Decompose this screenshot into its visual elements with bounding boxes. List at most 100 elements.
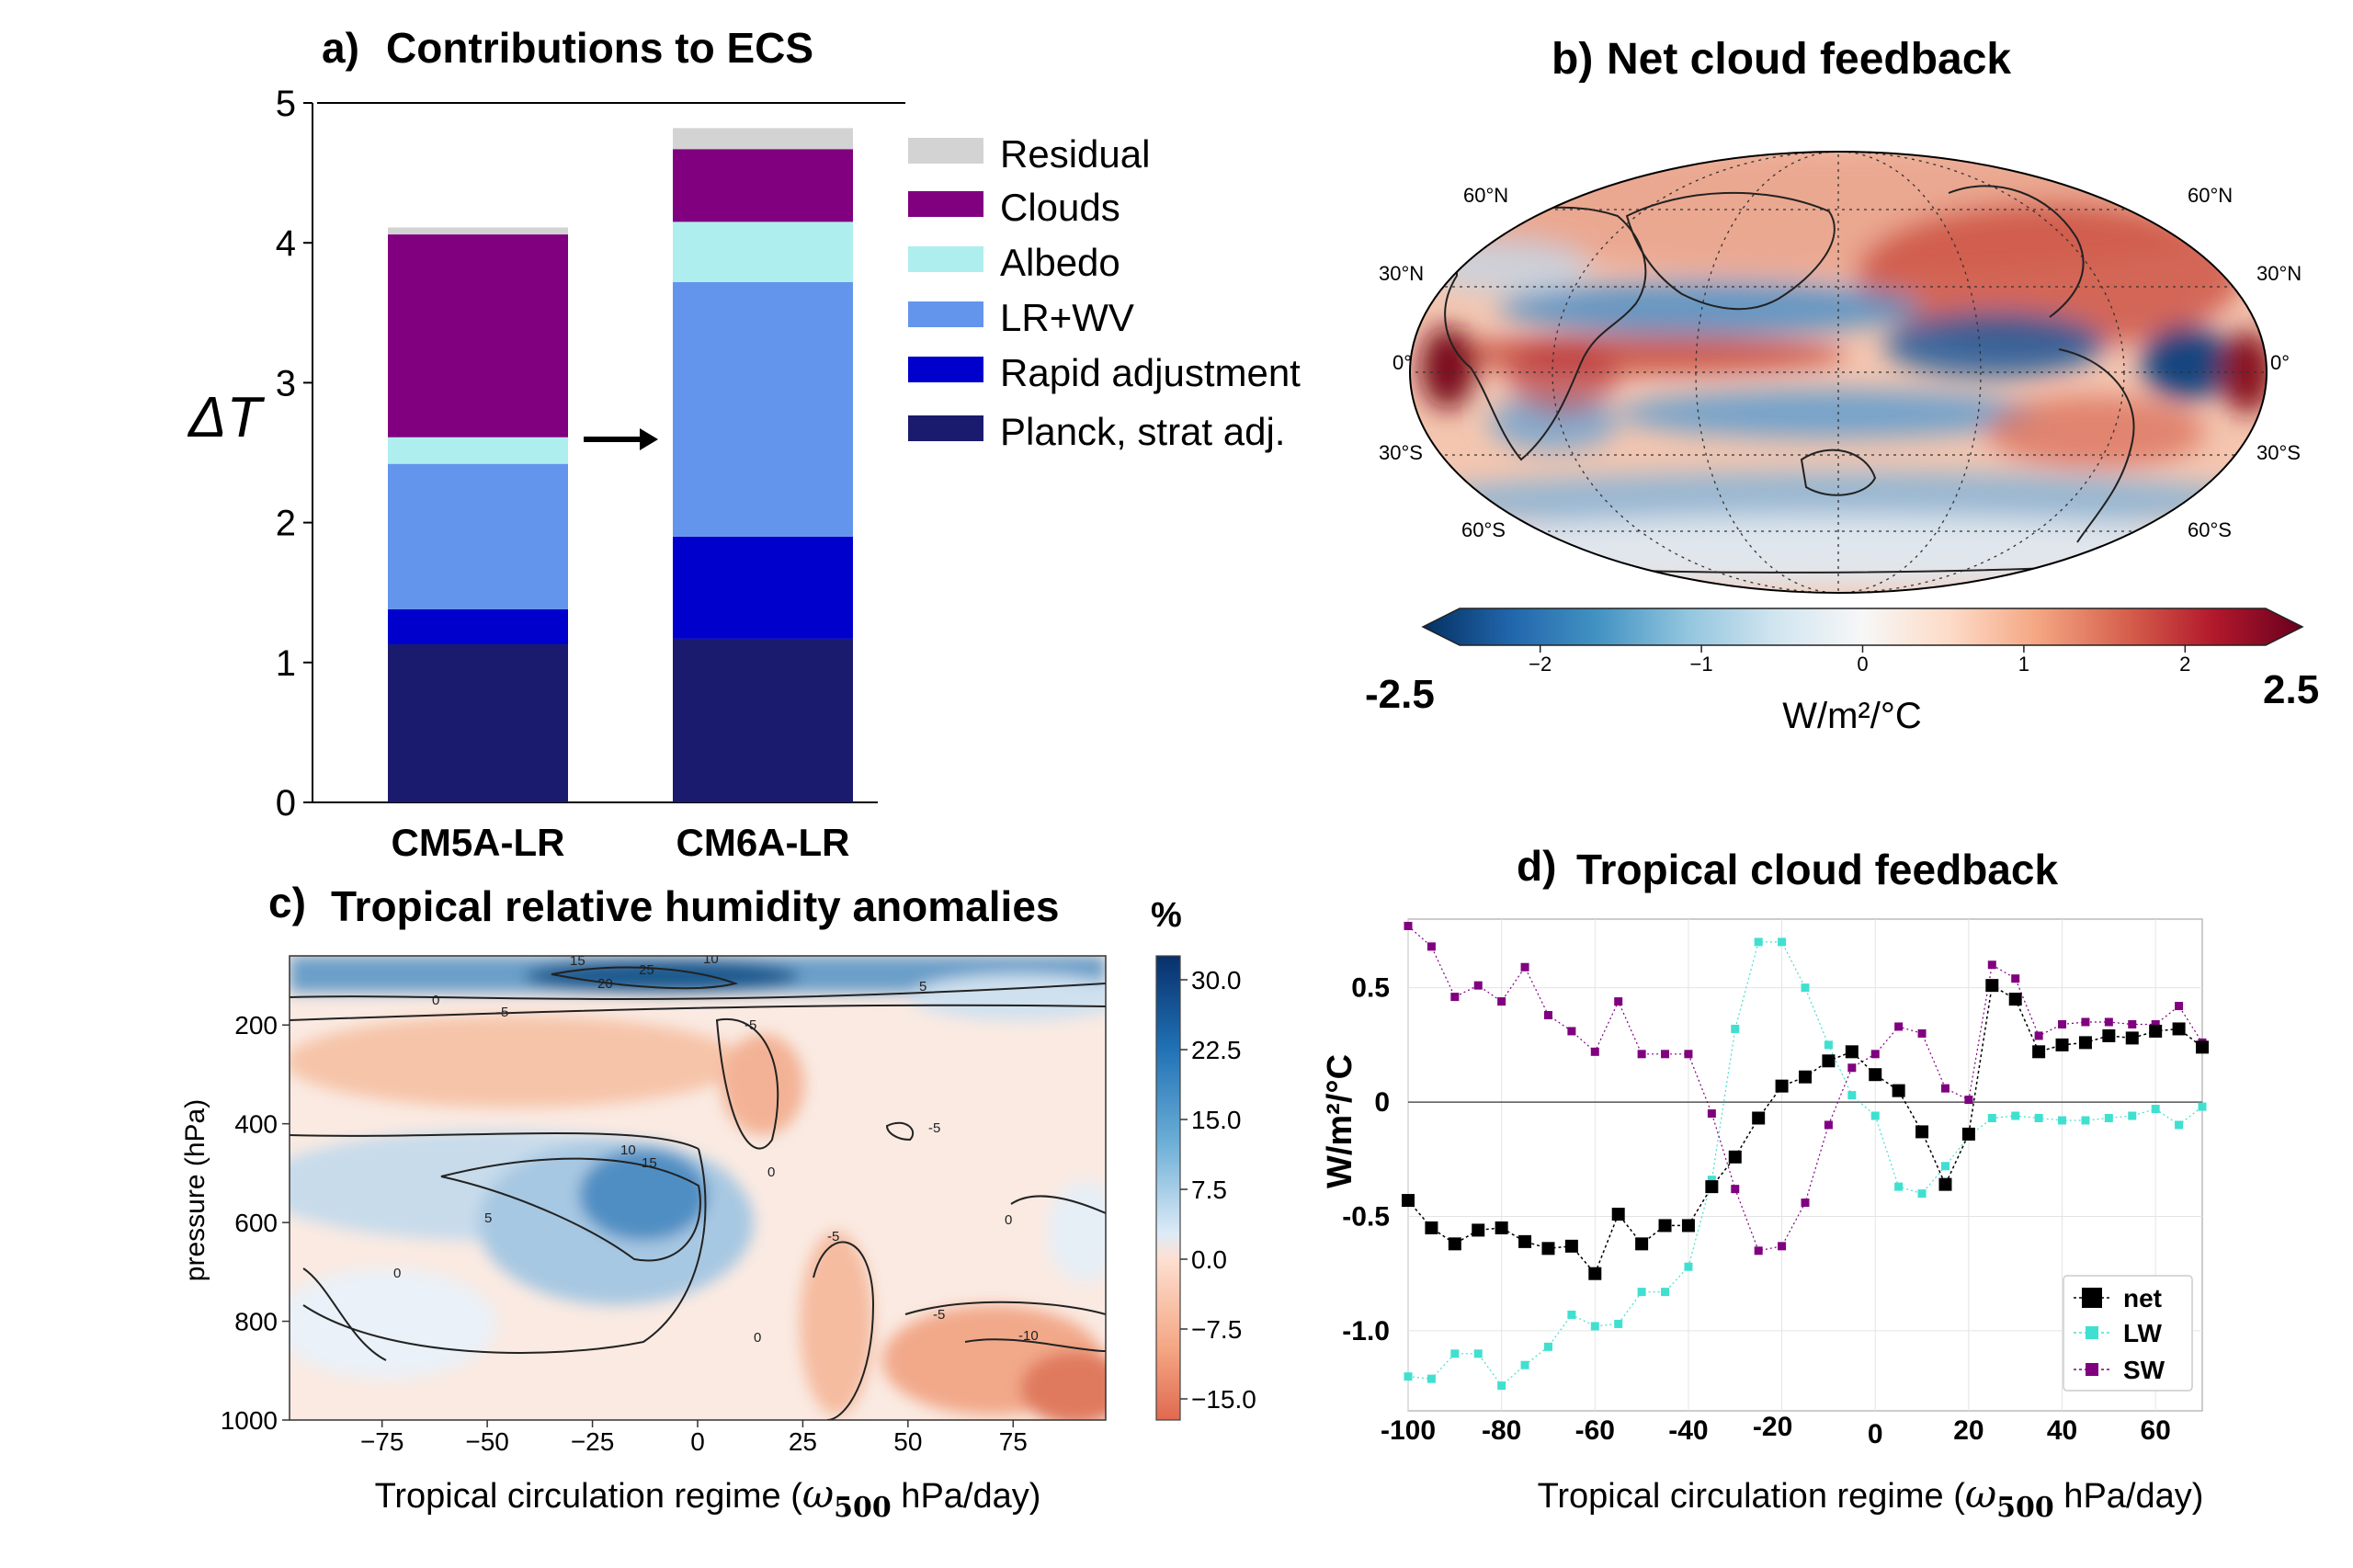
panel-d-legend: net LW SW	[2063, 1275, 2193, 1392]
series-marker	[1661, 1288, 1670, 1297]
panel-d-xlabel: Tropical circulation regime (ω500 hPa/da…	[1538, 1471, 2204, 1524]
series-marker	[1614, 1319, 1623, 1328]
series-marker	[1845, 1045, 1859, 1059]
series-marker	[1637, 1050, 1646, 1059]
series-marker	[1427, 1374, 1436, 1383]
series-marker	[2034, 1113, 2043, 1122]
lat-label-left: 60°S	[1461, 518, 1506, 541]
series-marker	[1472, 1223, 1485, 1237]
legend-label: Planck, strat adj.	[1000, 410, 1285, 453]
legend-swatch	[908, 191, 983, 217]
colorbar-tick-label: −15.0	[1191, 1385, 1256, 1414]
series-marker	[2104, 1113, 2113, 1122]
series-marker	[1705, 1180, 1719, 1194]
series-marker	[1731, 1024, 1740, 1033]
x-tick-label: 60	[2140, 1415, 2170, 1446]
x-tick-label: 0	[690, 1427, 705, 1456]
panel-c-ylabel: pressure (hPa)	[180, 1099, 210, 1281]
legend-label: net	[2123, 1284, 2162, 1312]
panel-d-title: Tropical cloud feedback	[1576, 846, 2058, 893]
y-tick-label: 0	[1374, 1087, 1390, 1118]
series-marker	[2058, 1116, 2067, 1125]
series-marker	[1543, 1011, 1552, 1020]
series-marker	[1404, 921, 1413, 930]
series-marker	[1822, 1054, 1836, 1068]
contour-label: -5	[745, 1017, 756, 1033]
legend-label: LW	[2123, 1319, 2163, 1347]
bar-segment	[388, 644, 568, 802]
panel-c-xlabel: Tropical circulation regime (ω500 hPa/da…	[375, 1471, 1041, 1524]
series-marker	[1567, 1027, 1576, 1036]
contour-label: 0	[432, 993, 439, 1008]
y-tick-label: -1.0	[1342, 1316, 1390, 1346]
series-marker	[2034, 1031, 2043, 1040]
series-marker	[1543, 1342, 1552, 1351]
series-marker	[1964, 1096, 1973, 1105]
series-marker	[1985, 979, 1999, 993]
series-marker	[1635, 1237, 1649, 1251]
panel-c-colorbar-ticks: 30.0 22.5 15.0 7.5 0.0 −7.5 −15.0	[1180, 966, 1256, 1414]
series-marker	[1681, 1219, 1695, 1233]
panel-c-colorbar-unit: %	[1151, 896, 1182, 935]
y-tick-label: 600	[234, 1209, 278, 1237]
panel-b-colorbar-ticks: −2 −1 0 1 2	[1529, 645, 2190, 676]
legend-marker	[2086, 1326, 2098, 1339]
series-marker	[1728, 1150, 1742, 1164]
series-marker	[1590, 1322, 1599, 1331]
lat-label-right: 30°S	[2256, 441, 2301, 464]
y-tick-label: 3	[276, 363, 296, 403]
series-marker	[1824, 1040, 1833, 1050]
panel-b-letter: b)	[1552, 35, 1593, 84]
series-marker	[1658, 1219, 1672, 1233]
series-marker	[1917, 1189, 1927, 1199]
bar-segment	[388, 608, 568, 645]
bar-segment	[388, 227, 568, 235]
series-marker	[1497, 1381, 1506, 1391]
legend-marker	[2082, 1288, 2102, 1308]
panel-d-series	[1402, 921, 2209, 1391]
series-marker	[1987, 1113, 1996, 1122]
panel-a-legend: Residual Clouds Albedo LR+WV Rapid adjustmen…	[908, 132, 1301, 453]
contour-label: 10	[703, 951, 719, 967]
legend-swatch	[908, 138, 983, 164]
series-marker	[1752, 1111, 1766, 1125]
panel-d: d) Tropical cloud feedback -100 -80 -60 -40…	[1321, 842, 2209, 1524]
colorbar-tick-label: 30.0	[1191, 966, 1242, 994]
y-tick-label: -0.5	[1342, 1201, 1390, 1232]
legend-label: Residual	[1000, 132, 1150, 176]
series-marker	[1894, 1022, 1904, 1031]
x-tick-label: -80	[1482, 1415, 1521, 1446]
legend-label: SW	[2123, 1356, 2165, 1384]
x-tick-label: 75	[999, 1427, 1028, 1456]
panel-b: b) Net cloud feedback	[1365, 35, 2319, 736]
series-marker	[1707, 1176, 1716, 1185]
contour-label: 0	[767, 1165, 775, 1180]
legend-swatch	[908, 415, 983, 441]
legend-label: Clouds	[1000, 186, 1120, 229]
legend-label: LR+WV	[1000, 296, 1134, 339]
panel-a-axes: 0 1 2 3 4 5	[276, 84, 905, 824]
contour-labels: 15 25 20 10 0 -5 -5 5 -5 10 15 5 0 0 -5 0 0 -5 -10	[393, 951, 1039, 1346]
bar-segment	[388, 463, 568, 609]
contour-label: 15	[570, 953, 585, 969]
colorbar-tick-label: 0.0	[1191, 1245, 1227, 1274]
x-tick-label: 20	[1953, 1415, 1984, 1446]
series-marker	[1473, 981, 1483, 990]
series-marker	[1497, 997, 1506, 1006]
series-marker	[1894, 1182, 1904, 1191]
contour-label: -5	[496, 1005, 508, 1020]
series-marker	[2128, 1019, 2137, 1028]
series-marker	[1940, 1162, 1949, 1171]
series-marker	[1402, 1194, 1415, 1208]
series-marker	[1541, 1242, 1555, 1256]
series-marker	[1473, 1349, 1483, 1358]
contour-label: -5	[928, 1120, 940, 1136]
cloud-feedback-map	[1409, 151, 2268, 594]
series-marker	[1567, 1310, 1576, 1319]
series-marker	[1520, 1360, 1529, 1369]
series-marker	[2149, 1024, 2163, 1038]
series-marker	[2081, 1017, 2090, 1027]
legend-swatch	[908, 301, 983, 327]
panel-a-bars: CM5A-LR CM6A-LR	[388, 128, 853, 864]
